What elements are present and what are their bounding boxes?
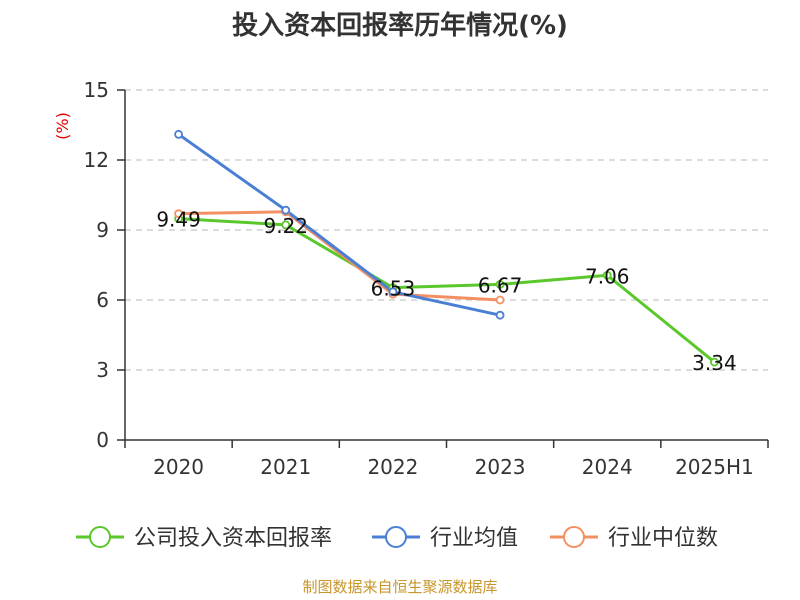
y-tick-label: 6 — [96, 288, 109, 312]
y-tick-label: 0 — [96, 428, 109, 452]
legend-marker — [385, 526, 407, 548]
legend-marker — [89, 526, 111, 548]
legend-label: 行业中位数 — [608, 526, 718, 551]
series-line — [177, 133, 501, 317]
data-label: 6.67 — [478, 273, 523, 297]
y-axis-unit: (%) — [53, 112, 72, 140]
series-point — [388, 287, 398, 297]
legend-item[interactable]: 行业中位数 — [550, 526, 718, 551]
series-point — [281, 205, 291, 215]
legend-item[interactable]: 行业均值 — [372, 526, 518, 551]
series-point — [495, 310, 505, 320]
data-label: 9.49 — [156, 208, 201, 232]
y-tick-label: 3 — [96, 358, 109, 382]
data-label: 7.06 — [585, 264, 630, 288]
chart-title: 投入资本回报率历年情况(%) — [232, 10, 568, 41]
series-point — [281, 220, 291, 230]
data-label: 3.34 — [692, 351, 737, 375]
legend-label: 公司投入资本回报率 — [134, 526, 332, 551]
x-tick-label: 2023 — [475, 455, 526, 479]
legend: 公司投入资本回报率 行业均值 行业中位数 — [76, 526, 718, 551]
x-tick-label: 2021 — [260, 455, 311, 479]
x-tick-label: 2022 — [367, 455, 418, 479]
legend-label: 行业均值 — [430, 526, 518, 551]
series-point — [174, 129, 183, 139]
legend-marker — [563, 526, 585, 548]
series-line — [178, 210, 501, 302]
data-labels: 9.49 9.22 6.53 6.67 7.06 3.34 — [156, 208, 736, 376]
series-lines — [177, 133, 716, 364]
grid-lines — [125, 89, 768, 371]
y-tick-label: 15 — [84, 78, 109, 102]
series-point — [174, 209, 183, 219]
data-label: 6.53 — [371, 277, 416, 301]
y-axis: 0 3 6 9 12 15 — [84, 78, 126, 452]
data-label: 9.22 — [263, 214, 308, 238]
series-point — [495, 279, 505, 289]
series-line — [178, 217, 716, 364]
series-points — [174, 129, 719, 367]
y-tick-label: 12 — [84, 148, 109, 172]
series-point — [495, 295, 505, 305]
source-note: 制图数据来自恒生聚源数据库 — [302, 578, 497, 596]
legend-item[interactable]: 公司投入资本回报率 — [76, 526, 332, 551]
series-point — [710, 357, 719, 367]
series-point — [602, 270, 612, 280]
x-axis: 2020 2021 2022 2023 2024 2025H1 — [124, 439, 769, 479]
x-tick-label: 2025H1 — [675, 455, 754, 479]
x-tick-label: 2024 — [582, 455, 633, 479]
x-tick-label: 2020 — [153, 455, 204, 479]
y-tick-label: 9 — [96, 218, 109, 242]
